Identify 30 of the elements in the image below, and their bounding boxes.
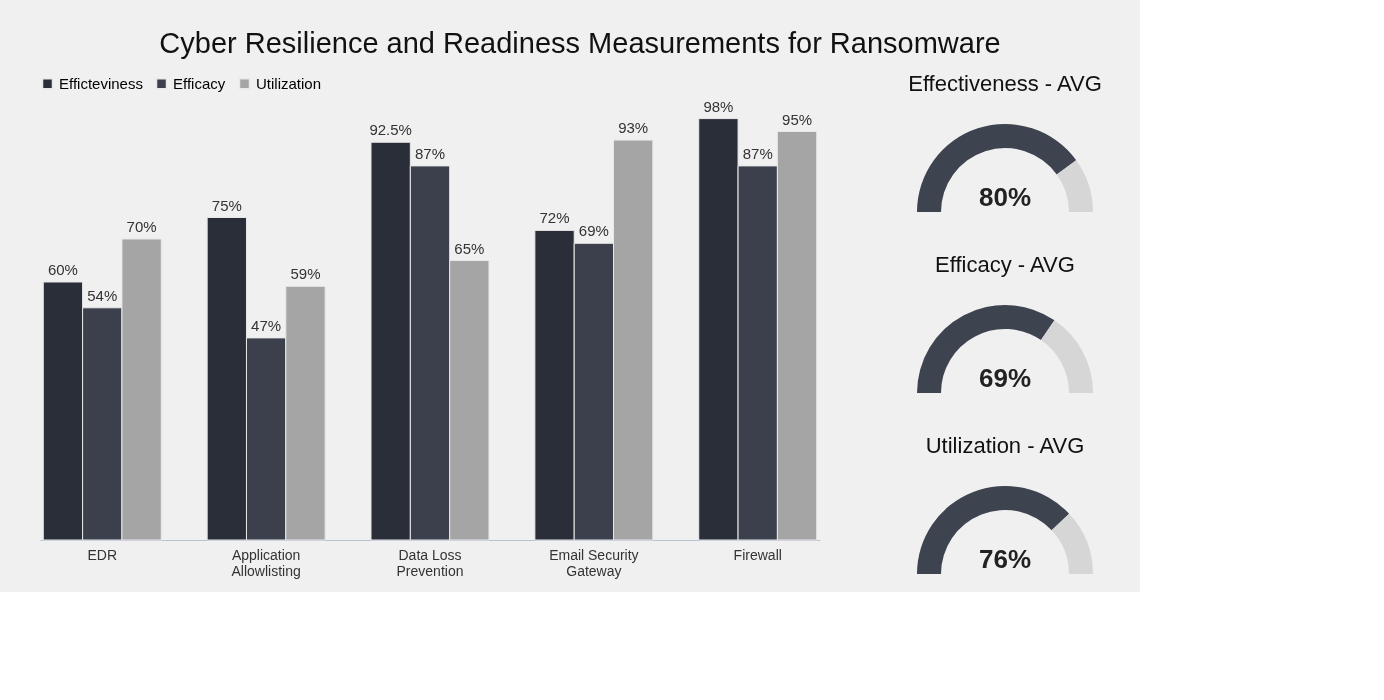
legend-label: Efficteviness <box>59 74 143 92</box>
data-label: 69% <box>978 363 1032 393</box>
legend-label: Utilization <box>256 74 322 92</box>
data-label: 59% <box>290 265 321 283</box>
data-label: 87% <box>742 144 773 162</box>
chart-title: Efficacy - AVG <box>935 252 1075 277</box>
data-label: 92.5% <box>369 121 412 139</box>
data-label: 95% <box>782 110 813 128</box>
chart-title: Cyber Resilience and Readiness Measurements for Ransomware <box>159 27 1001 59</box>
x-tick-label: Data Loss Prevention <box>396 546 464 579</box>
data-label: 87% <box>414 144 446 162</box>
x-tick-label: EDR <box>87 546 118 563</box>
data-label: 60% <box>47 261 78 278</box>
data-label: 93% <box>618 119 649 137</box>
data-label: 80% <box>978 182 1032 212</box>
x-tick-label: Firewall <box>733 546 782 563</box>
x-tick-label: Email Security Gateway <box>549 546 639 579</box>
data-label: 76% <box>978 544 1032 574</box>
data-label: 54% <box>87 286 118 304</box>
data-label: 65% <box>454 239 485 257</box>
chart-title: Effectiveness - AVG <box>908 71 1102 96</box>
data-label: 69% <box>578 222 609 240</box>
data-label: 75% <box>211 196 242 214</box>
data-label: 72% <box>539 209 570 227</box>
data-label: 47% <box>251 316 282 334</box>
legend-label: Efficacy <box>173 74 226 92</box>
x-tick-label: Application Allowlisting <box>231 546 301 579</box>
chart-title: Utilization - AVG <box>925 433 1085 458</box>
data-label: 70% <box>126 218 157 235</box>
data-label: 98% <box>703 97 734 115</box>
